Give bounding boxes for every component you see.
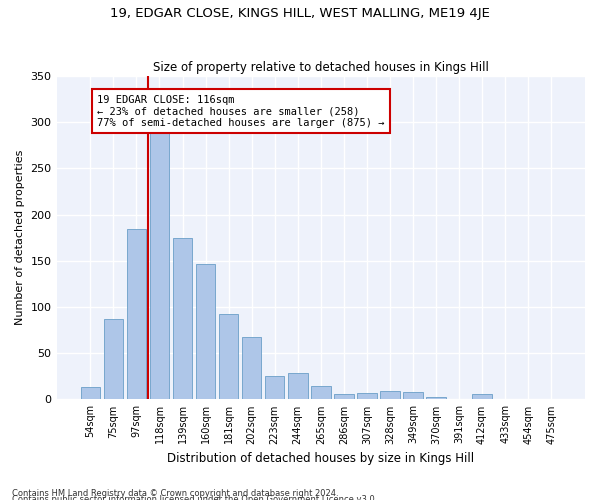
Bar [265, 376, 284, 400]
Bar [104, 319, 123, 400]
Bar [288, 372, 308, 400]
Bar [149, 132, 169, 400]
Bar [334, 394, 353, 400]
Bar [127, 230, 146, 400]
Bar [380, 391, 400, 400]
Bar [80, 388, 100, 400]
Bar [403, 392, 423, 400]
Bar [472, 394, 492, 400]
Y-axis label: Number of detached properties: Number of detached properties [15, 150, 25, 326]
Bar [196, 264, 215, 400]
Bar [357, 393, 377, 400]
X-axis label: Distribution of detached houses by size in Kings Hill: Distribution of detached houses by size … [167, 452, 475, 465]
Bar [219, 314, 238, 400]
Bar [173, 238, 193, 400]
Text: 19 EDGAR CLOSE: 116sqm
← 23% of detached houses are smaller (258)
77% of semi-de: 19 EDGAR CLOSE: 116sqm ← 23% of detached… [97, 94, 385, 128]
Title: Size of property relative to detached houses in Kings Hill: Size of property relative to detached ho… [153, 60, 489, 74]
Text: Contains public sector information licensed under the Open Government Licence v3: Contains public sector information licen… [12, 495, 377, 500]
Bar [426, 396, 446, 400]
Bar [242, 336, 262, 400]
Text: Contains HM Land Registry data © Crown copyright and database right 2024.: Contains HM Land Registry data © Crown c… [12, 488, 338, 498]
Text: 19, EDGAR CLOSE, KINGS HILL, WEST MALLING, ME19 4JE: 19, EDGAR CLOSE, KINGS HILL, WEST MALLIN… [110, 8, 490, 20]
Bar [311, 386, 331, 400]
